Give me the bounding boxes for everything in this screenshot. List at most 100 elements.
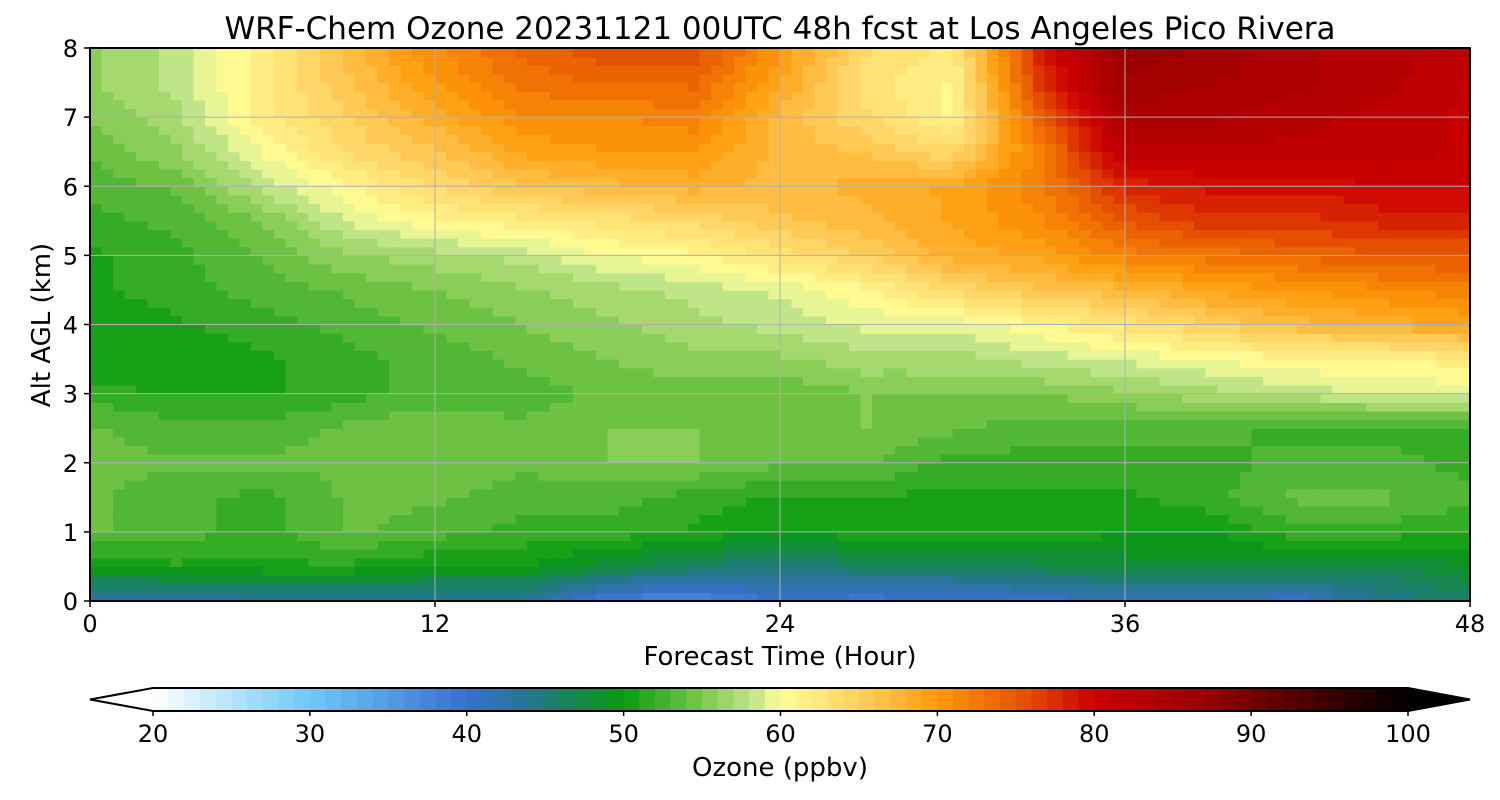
heatmap-cell [814, 272, 827, 282]
heatmap-cell [826, 480, 839, 490]
heatmap-cell [205, 566, 218, 576]
heatmap-cell [780, 402, 793, 412]
heatmap-cell [1320, 575, 1333, 585]
heatmap-cell [343, 246, 356, 256]
heatmap-cell [1401, 289, 1414, 300]
heatmap-cell [469, 367, 482, 377]
heatmap-cell [1056, 359, 1069, 369]
heatmap-cell [975, 566, 988, 576]
heatmap-cell [1228, 298, 1241, 308]
heatmap-cell [1171, 454, 1184, 464]
heatmap-cell [1286, 350, 1299, 360]
heatmap-cell [446, 445, 459, 455]
heatmap-cell [573, 488, 586, 498]
heatmap-cell [929, 238, 942, 248]
heatmap-cell [1090, 350, 1103, 360]
heatmap-cell [734, 315, 747, 326]
heatmap-cell [734, 410, 747, 421]
heatmap-cell [182, 514, 195, 524]
heatmap-cell [1010, 436, 1023, 447]
heatmap-cell [688, 523, 701, 533]
heatmap-cell [837, 255, 850, 265]
heatmap-cell [366, 324, 379, 334]
heatmap-cell [377, 402, 390, 412]
heatmap-cell [642, 497, 655, 507]
heatmap-cell [1401, 471, 1414, 481]
heatmap-cell [1458, 419, 1470, 429]
heatmap-cell [826, 557, 839, 568]
heatmap-cell [354, 436, 367, 447]
heatmap-cell [607, 471, 620, 481]
heatmap-cell [446, 359, 459, 369]
heatmap-cell [1389, 523, 1402, 533]
heatmap-cell [1125, 393, 1138, 403]
heatmap-cell [504, 505, 517, 516]
heatmap-cell [389, 566, 402, 576]
heatmap-cell [400, 497, 413, 507]
heatmap-cell [745, 497, 758, 507]
heatmap-cell [1263, 488, 1276, 498]
heatmap-cell [1228, 359, 1241, 369]
heatmap-cell [768, 540, 781, 550]
heatmap-cell [1171, 324, 1184, 334]
heatmap-cell [860, 497, 873, 507]
heatmap-cell [1286, 540, 1299, 550]
heatmap-cell [239, 592, 252, 601]
heatmap-cell [458, 592, 471, 601]
heatmap-cell [147, 549, 160, 559]
heatmap-cell [1182, 264, 1195, 274]
heatmap-cell [561, 410, 574, 421]
heatmap-cell [745, 471, 758, 481]
heatmap-cell [722, 436, 735, 447]
heatmap-cell [1355, 289, 1368, 300]
heatmap-cell [906, 289, 919, 300]
heatmap-cell [722, 592, 735, 601]
heatmap-cell [1263, 255, 1276, 265]
heatmap-cell [906, 471, 919, 481]
heatmap-cell [814, 324, 827, 334]
heatmap-cell [688, 367, 701, 377]
heatmap-cell [308, 531, 321, 542]
heatmap-cell [1067, 419, 1080, 429]
heatmap-cell [435, 298, 448, 308]
heatmap-cell [1228, 497, 1241, 507]
heatmap-cell [1182, 246, 1195, 256]
heatmap-cell [1033, 324, 1046, 334]
heatmap-cell [1355, 298, 1368, 308]
heatmap-cell [906, 350, 919, 360]
heatmap-cell [216, 549, 229, 559]
heatmap-cell [216, 428, 229, 438]
heatmap-cell [1148, 549, 1161, 559]
heatmap-cell [814, 471, 827, 481]
heatmap-cell [515, 367, 528, 377]
heatmap-cell [343, 428, 356, 438]
heatmap-cell [688, 462, 701, 472]
heatmap-cell [538, 436, 551, 447]
heatmap-cell [458, 402, 471, 412]
heatmap-cell [665, 462, 678, 472]
heatmap-cell [343, 402, 356, 412]
heatmap-cell [1067, 393, 1080, 403]
heatmap-cell [814, 428, 827, 438]
heatmap-cell [412, 333, 425, 343]
heatmap-cell [1240, 307, 1253, 317]
heatmap-cell [895, 592, 908, 601]
heatmap-cell [1389, 436, 1402, 447]
heatmap-cell [1458, 583, 1470, 593]
heatmap-cell [1286, 592, 1299, 601]
heatmap-cell [205, 402, 218, 412]
heatmap-cell [274, 497, 287, 507]
heatmap-cell [872, 333, 885, 343]
heatmap-cell [676, 549, 689, 559]
heatmap-cell [1263, 540, 1276, 550]
heatmap-cell [1274, 419, 1287, 429]
heatmap-cell [400, 471, 413, 481]
heatmap-cell [906, 367, 919, 377]
heatmap-cell [711, 393, 724, 403]
heatmap-cell [320, 246, 333, 256]
heatmap-cell [423, 315, 436, 326]
heatmap-cell [308, 341, 321, 352]
heatmap-cell [1159, 272, 1172, 282]
heatmap-cell [964, 505, 977, 516]
heatmap-cell [550, 514, 563, 524]
